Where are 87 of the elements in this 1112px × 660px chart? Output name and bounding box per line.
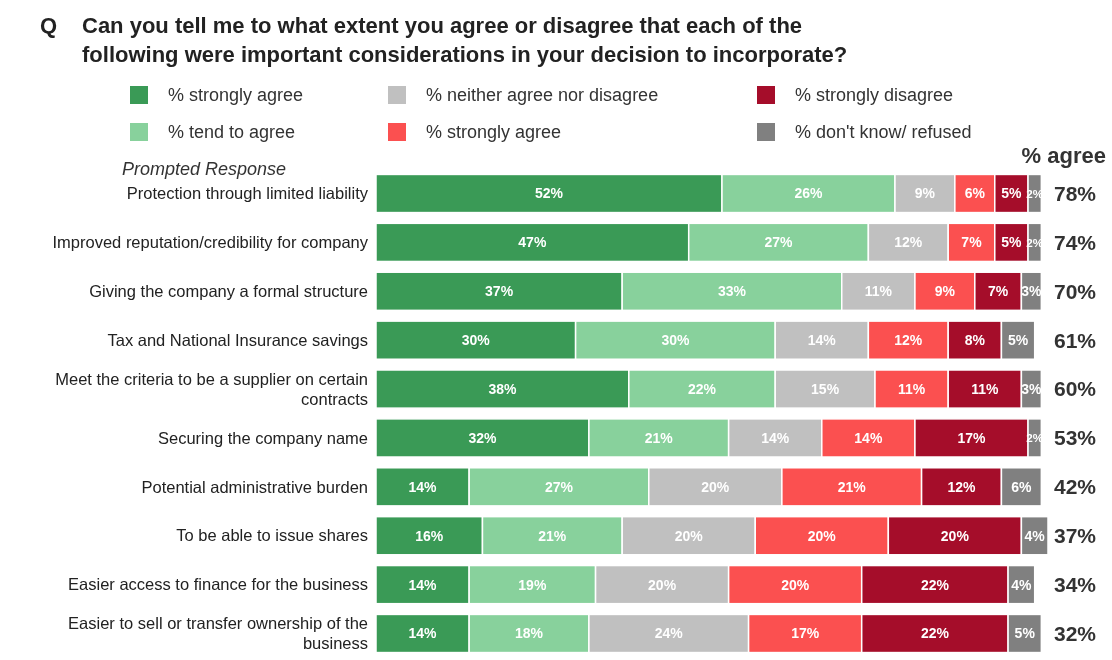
data-label: 6% (964, 185, 986, 202)
data-label: 21% (538, 527, 567, 544)
text: 60% (1054, 377, 1097, 401)
legend-label: % strongly agree (426, 122, 562, 143)
text: 37% (1054, 524, 1097, 548)
data-label: 20% (807, 527, 837, 544)
data-label: 26% (794, 185, 824, 202)
legend-label: % strongly disagree (795, 85, 954, 106)
data-label: 5% (1007, 332, 1029, 349)
data-label: 30% (661, 332, 690, 349)
data-label: 38% (488, 380, 517, 397)
text: 61% (1054, 328, 1097, 352)
data-label: 3% (1021, 380, 1043, 397)
data-label: 20% (701, 478, 730, 495)
data-label: 7% (987, 283, 1009, 300)
data-label: 52% (534, 185, 564, 202)
y-tick-label: To be able to issue shares (176, 526, 368, 545)
data-label: 30% (461, 332, 491, 349)
legend-label: % strongly agree (168, 85, 304, 106)
data-label: 14% (408, 576, 438, 593)
y-tick-label: Protection through limited liability (126, 184, 369, 203)
data-label: 5% (1001, 234, 1023, 251)
y-tick-label: Securing the company name (157, 428, 368, 447)
data-label: 22% (688, 380, 717, 397)
data-label: 14% (854, 429, 883, 446)
text: Q (40, 13, 58, 38)
data-label: 14% (807, 332, 837, 349)
y-tick-label: Potential administrative burden (141, 477, 368, 496)
data-label: 4% (1024, 527, 1046, 544)
data-label: 18% (515, 625, 544, 642)
data-label: 17% (957, 429, 987, 446)
data-label: 37% (485, 283, 514, 300)
data-label: 9% (934, 283, 956, 300)
text: 74% (1054, 230, 1097, 254)
data-label: 14% (408, 478, 438, 495)
data-label: 16% (415, 527, 444, 544)
data-label: 27% (544, 478, 574, 495)
data-label: 11% (897, 380, 926, 397)
data-label: 20% (940, 527, 970, 544)
data-label: 20% (674, 527, 704, 544)
data-label: 27% (764, 234, 794, 251)
data-label: 20% (781, 576, 810, 593)
legend-label: % tend to agree (168, 122, 296, 143)
data-label: 4% (1011, 576, 1033, 593)
y-tick-label: Improved reputation/credibility for company (52, 233, 369, 252)
data-label: 24% (654, 625, 684, 642)
data-label: 14% (408, 625, 438, 642)
text: 53% (1054, 426, 1097, 450)
text: % agree (1021, 143, 1106, 168)
data-label: 7% (961, 234, 983, 251)
data-label: 3% (1021, 283, 1043, 300)
data-label: 14% (761, 429, 790, 446)
data-label: 12% (947, 478, 977, 495)
data-label: 11% (971, 380, 999, 397)
data-label: 6% (1011, 478, 1033, 495)
text: 70% (1054, 279, 1097, 303)
text: 42% (1054, 475, 1097, 499)
chart-title: Can you tell me to what extent you agree or disagree that each of the following were important considerations in your decision to incorporate? (82, 13, 848, 67)
data-label: 21% (837, 478, 867, 495)
data-label: 12% (894, 332, 923, 349)
data-label: 15% (811, 380, 840, 397)
data-label: 19% (518, 576, 547, 593)
data-label: 11% (864, 283, 893, 300)
data-label: 22% (920, 625, 950, 642)
data-label: 47% (518, 234, 547, 251)
data-label: 17% (791, 625, 820, 642)
text: 34% (1054, 572, 1097, 596)
data-label: 8% (964, 332, 986, 349)
data-label: 20% (648, 576, 677, 593)
y-tick-label: Easier to sell or transfer ownership of the business (68, 614, 368, 653)
data-label: 32% (468, 429, 498, 446)
y-tick-label: Tax and National Insurance savings (107, 330, 368, 349)
y-tick-label: Easier access to finance for the business (68, 575, 368, 594)
text: 32% (1054, 621, 1097, 645)
text: 78% (1054, 181, 1097, 205)
y-tick-label: Meet the criteria to be a supplier on certain contracts (55, 369, 368, 408)
legend-label: % neither agree nor disagree (426, 85, 659, 106)
text: Prompted Response (122, 159, 287, 179)
data-label: 5% (1001, 185, 1023, 202)
data-label: 21% (644, 429, 674, 446)
data-label: 33% (717, 283, 747, 300)
data-label: 9% (914, 185, 936, 202)
data-label: 12% (894, 234, 923, 251)
data-label: 5% (1014, 625, 1036, 642)
legend-label: % don't know/ refused (795, 122, 972, 143)
y-tick-label: Giving the company a formal structure (89, 282, 368, 301)
data-label: 22% (920, 576, 950, 593)
